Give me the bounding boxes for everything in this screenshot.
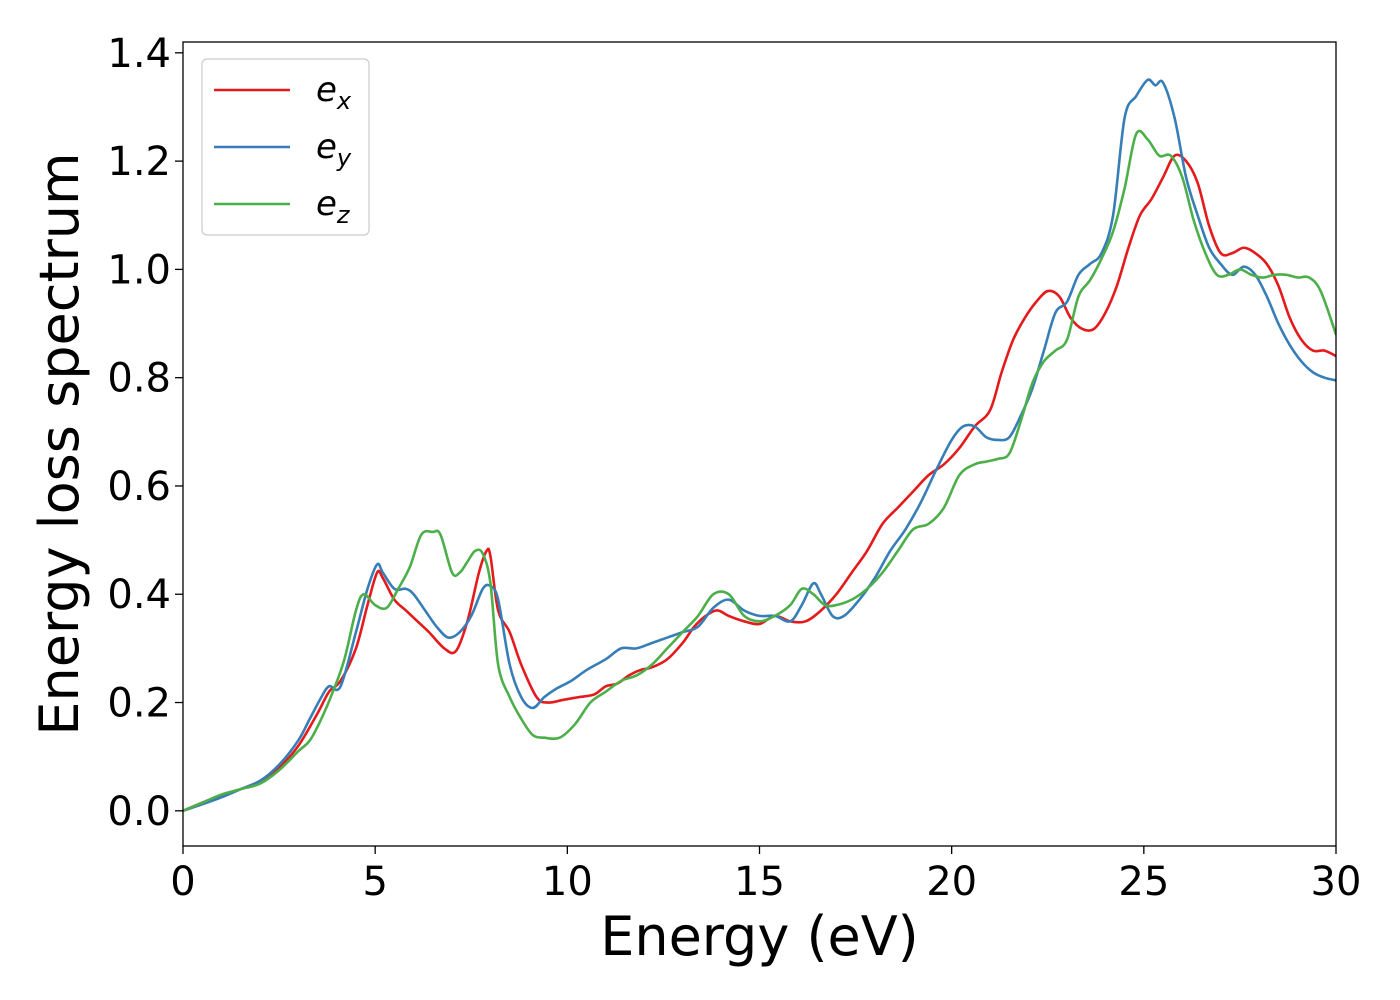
x-axis-title: Energy (eV) xyxy=(600,905,919,968)
y-tick-label: 0.4 xyxy=(107,572,171,618)
legend-label-e-x: ex xyxy=(316,70,352,115)
x-axis: 0 5 10 15 20 25 30 xyxy=(170,846,1361,905)
x-tick-label: 10 xyxy=(542,859,593,905)
x-tick-label: 0 xyxy=(170,859,195,905)
x-tick-label: 30 xyxy=(1311,859,1362,905)
legend-label-e-y: ey xyxy=(316,127,352,172)
series-line-e-y xyxy=(183,78,1336,813)
x-tick-label: 15 xyxy=(734,859,785,905)
legend: ex ey ez xyxy=(201,58,370,236)
x-tick-label: 20 xyxy=(926,859,977,905)
y-tick-label: 0.8 xyxy=(107,356,171,402)
series-layer xyxy=(183,78,1336,813)
series-line-e-z xyxy=(183,129,1336,813)
y-tick-label: 1.2 xyxy=(107,139,171,185)
y-tick-label: 0.0 xyxy=(107,789,171,835)
y-tick-label: 0.2 xyxy=(107,681,171,727)
legend-label-e-z: ez xyxy=(316,184,351,229)
y-tick-label: 1.0 xyxy=(107,247,171,293)
x-tick-label: 5 xyxy=(362,859,387,905)
y-tick-label: 1.4 xyxy=(107,31,171,77)
y-axis: 0.0 0.2 0.4 0.6 0.8 1.0 1.2 1.4 xyxy=(107,31,183,835)
y-axis-title: Energy loss spectrum xyxy=(28,152,91,735)
y-tick-label: 0.6 xyxy=(107,464,171,510)
x-tick-label: 25 xyxy=(1118,859,1169,905)
